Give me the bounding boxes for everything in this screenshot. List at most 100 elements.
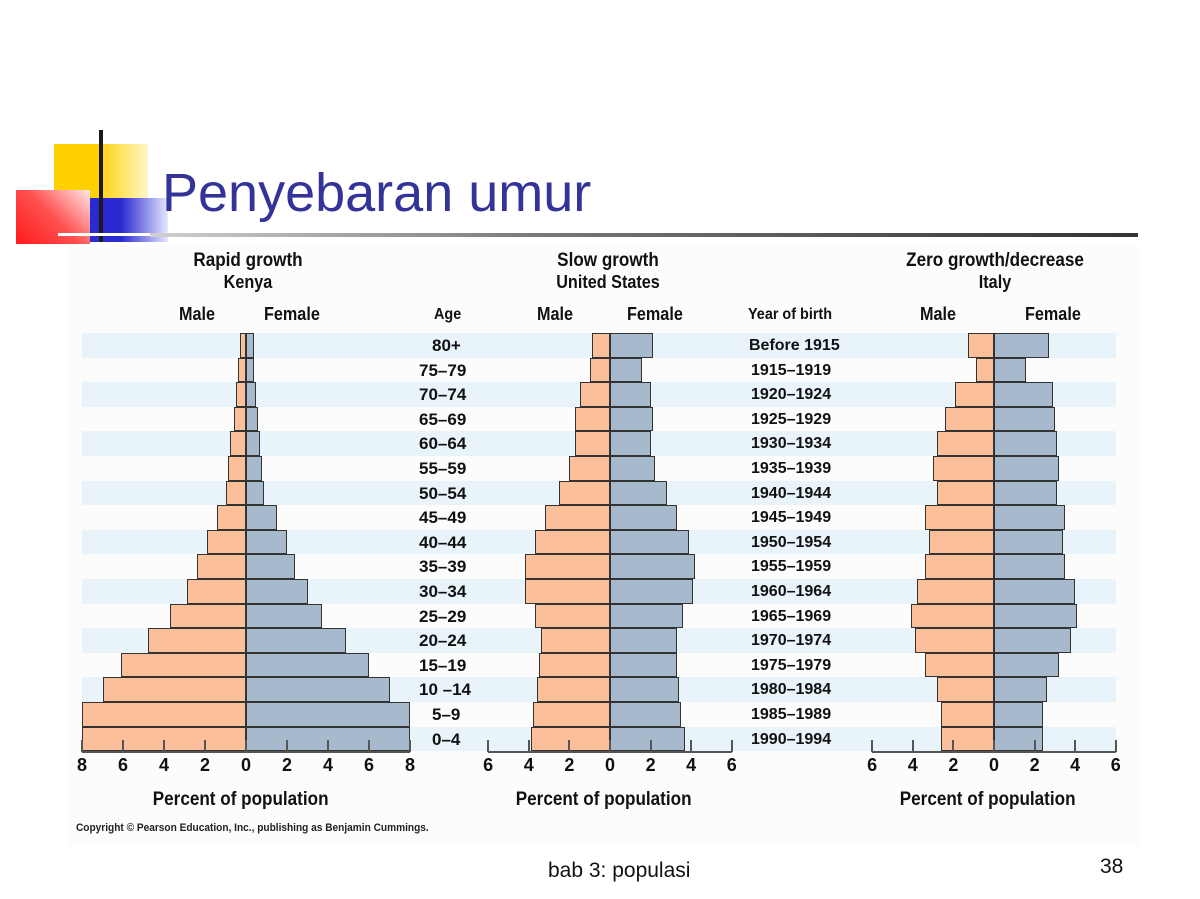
male-bar (147, 628, 246, 653)
age-label: 30–34 (419, 582, 467, 601)
italy-chart-subtitle: Italy (978, 272, 1012, 292)
male-bar (227, 456, 246, 481)
age-label: 75–79 (419, 360, 467, 380)
female-bar (994, 505, 1066, 530)
year-label: 1985–1989 (751, 706, 832, 723)
kenya-male-header: Male (179, 304, 216, 324)
x-axis-tick (911, 740, 914, 753)
male-bar (534, 529, 610, 555)
year-label: 1935–1939 (751, 460, 832, 477)
male-bar (559, 480, 610, 506)
male-bar (225, 480, 246, 506)
x-tick-label: 2 (199, 755, 210, 776)
female-bar (246, 652, 369, 678)
year-label: 1975–1979 (751, 656, 832, 674)
kenya-female-header: Female (264, 304, 320, 324)
kenya-chart-title: Rapid growth (193, 250, 303, 271)
year-of-birth-header: Year of birth (748, 306, 833, 323)
female-bar (610, 726, 686, 752)
male-bar (924, 652, 994, 678)
x-axis-tick (327, 740, 329, 753)
year-label: 1945–1949 (751, 509, 832, 527)
female-bar (610, 480, 667, 506)
x-axis-tick (952, 740, 955, 753)
female-bar (610, 652, 677, 678)
x-tick-label: 8 (76, 755, 87, 776)
male-bar (575, 406, 610, 432)
x-axis-tick (527, 740, 530, 753)
female-bar (610, 406, 653, 432)
x-axis-tick (649, 740, 652, 753)
female-bar (246, 456, 263, 481)
x-axis-line (82, 751, 410, 754)
female-bar (994, 406, 1055, 432)
x-tick-label: 4 (158, 755, 169, 776)
age-label: 65–69 (419, 409, 467, 429)
x-axis-tick (1114, 740, 1117, 753)
year-label: 1940–1944 (751, 484, 832, 502)
year-label: 1955–1959 (751, 558, 832, 576)
x-axis-tick (368, 740, 370, 753)
x-tick-label: 4 (907, 755, 918, 776)
x-tick-label: 2 (281, 755, 292, 776)
year-label: 1950–1954 (751, 533, 832, 551)
male-bar (937, 431, 994, 456)
age-header: Age (434, 306, 462, 323)
female-bar (246, 579, 308, 604)
male-bar (207, 529, 246, 555)
male-bar (196, 554, 246, 579)
age-label: 55–59 (419, 459, 467, 478)
x-axis-tick (609, 740, 611, 753)
male-bar (532, 702, 610, 727)
male-bar (967, 333, 994, 358)
male-bar (82, 702, 246, 727)
x-axis-tick (568, 740, 571, 753)
age-label: 40–44 (419, 532, 467, 552)
female-bar (994, 357, 1027, 383)
male-bar (239, 333, 246, 358)
x-tick-label: 6 (363, 755, 374, 776)
age-label: 70–74 (419, 385, 467, 405)
x-axis-tick (409, 740, 411, 753)
male-bar (545, 505, 610, 530)
kenya-axis-title: Percent of population (152, 789, 329, 810)
female-bar (994, 456, 1059, 481)
x-tick-label: 2 (948, 755, 959, 776)
female-bar (994, 579, 1076, 604)
female-bar (994, 431, 1057, 456)
female-bar (246, 603, 322, 629)
year-label: 1925–1929 (751, 410, 832, 428)
us-chart-title: Slow growth (557, 250, 659, 271)
x-axis-tick (286, 740, 288, 753)
year-label: 1990–1994 (751, 730, 832, 748)
x-tick-label: 6 (117, 755, 128, 776)
female-bar (994, 333, 1049, 358)
male-bar (955, 382, 994, 407)
slide-number: 38 (1100, 855, 1124, 878)
year-label: 1915–1919 (751, 361, 832, 379)
x-tick-label: 6 (1110, 755, 1121, 776)
us-male-header: Male (537, 304, 574, 324)
year-label: 1960–1964 (751, 583, 832, 600)
male-bar (937, 480, 994, 506)
year-label: 1930–1934 (751, 435, 832, 453)
x-tick-label: 6 (483, 755, 494, 776)
male-bar (120, 652, 246, 678)
zero-axis-line (609, 333, 611, 752)
male-bar (540, 628, 610, 653)
female-bar (246, 628, 347, 653)
age-label: 20–24 (419, 631, 467, 651)
female-bar (994, 554, 1066, 579)
kenya-chart-subtitle: Kenya (223, 272, 273, 292)
male-bar (914, 628, 994, 653)
female-bar (994, 480, 1057, 506)
x-axis-line (488, 751, 732, 754)
male-bar (233, 406, 246, 432)
male-bar (945, 406, 994, 432)
age-label: 0–4 (432, 729, 461, 749)
male-bar (975, 357, 994, 383)
x-axis-tick (163, 740, 165, 753)
male-bar (589, 357, 610, 383)
us-chart-subtitle: United States (556, 272, 660, 292)
age-label: 5–9 (432, 705, 461, 724)
